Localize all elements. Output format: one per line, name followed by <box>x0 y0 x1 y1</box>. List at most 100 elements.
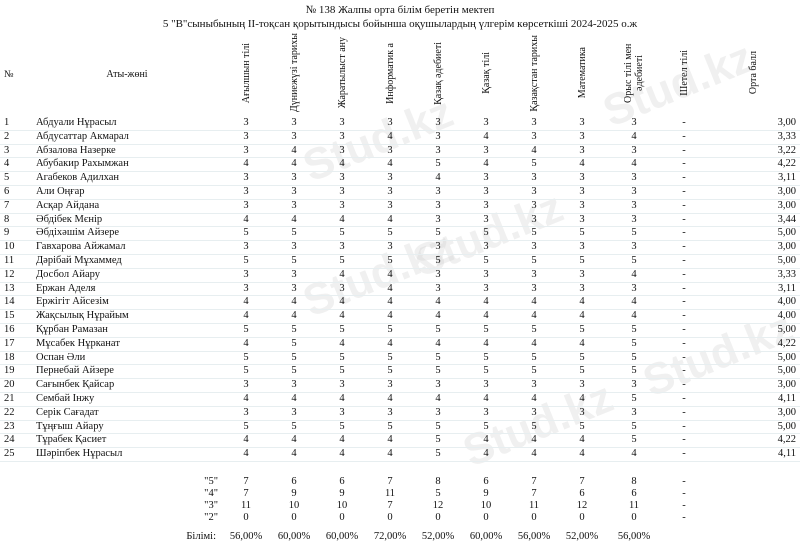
average-score: 3,44 <box>777 213 796 225</box>
student-row: 22 Серік Сағадат 3 3 3 3 3 3 3 3 3 - 3,00 <box>0 406 800 421</box>
summary-spacer <box>0 476 32 488</box>
grade-cell: 5 <box>243 365 249 377</box>
header-row: № Аты-жөні Ағылшын тілі Дүниежүзі тарихы… <box>0 32 800 117</box>
grade-cell: 4 <box>387 268 393 280</box>
row-number: 20 <box>4 379 15 391</box>
grade-cell: 3 <box>339 144 345 156</box>
grade-cell: 4 <box>531 337 537 349</box>
bilimi-percent: 56,00% <box>229 530 263 542</box>
row-number: 13 <box>4 282 15 294</box>
grade-cell: 5 <box>579 365 585 377</box>
grade-cell: 4 <box>339 337 345 349</box>
grade-cell: 4 <box>243 158 249 170</box>
grade-cell: 3 <box>435 199 441 211</box>
average-score: 5,00 <box>777 323 796 335</box>
summary-label: "3" <box>204 499 218 511</box>
grade-cell: 3 <box>435 379 441 391</box>
row-number: 16 <box>4 323 15 335</box>
col-header-subject: Жаратылыст ану <box>336 37 348 109</box>
student-row: 5 Агабеков Адилхан 3 3 3 3 4 3 3 3 3 - 3,11 <box>0 172 800 186</box>
student-row: 12 Досбол Айару 3 3 4 4 3 3 3 3 4 - 3,33 <box>0 268 800 283</box>
bilimi-spacer <box>662 530 706 543</box>
grade-cell: 5 <box>531 323 537 335</box>
grade-cell: 4 <box>579 448 585 460</box>
row-number: 14 <box>4 296 15 308</box>
grade-cell: 5 <box>531 254 537 266</box>
summary-count: - <box>682 487 686 499</box>
grade-cell: 4 <box>531 296 537 308</box>
grade-cell: 5 <box>631 323 637 335</box>
summary-row: "2" 0 0 0 0 0 0 0 0 0 - <box>0 512 800 524</box>
summary-spacer <box>706 512 800 524</box>
average-score: 3,33 <box>777 130 796 142</box>
col-header-subject: Шетел тілі <box>678 50 690 96</box>
grade-cell: 5 <box>483 227 489 239</box>
summary-rows: "5" 7 6 6 7 8 6 7 7 8- "4" 7 9 9 11 5 9 7 6 6- "3" 11 10 10 7 12 1… <box>0 476 800 524</box>
grade-cell: 4 <box>387 282 393 294</box>
grade-cell: 3 <box>483 406 489 418</box>
grade-cell: 5 <box>579 323 585 335</box>
grade-cell: - <box>682 392 686 404</box>
average-score: 5,00 <box>777 420 796 432</box>
grade-cell: 5 <box>387 351 393 363</box>
grade-cell: 3 <box>243 130 249 142</box>
row-number: 24 <box>4 434 15 446</box>
grade-cell: 3 <box>579 379 585 391</box>
student-row: 20 Сағынбек Қайсар 3 3 3 3 3 3 3 3 3 - 3,00 <box>0 379 800 393</box>
grade-cell: 3 <box>631 213 637 225</box>
summary-count: 0 <box>631 511 637 523</box>
grade-cell: 3 <box>483 117 489 128</box>
grade-cell: 3 <box>387 172 393 184</box>
summary-count: 0 <box>483 511 489 523</box>
grade-cell: - <box>682 130 686 142</box>
grade-cell: 3 <box>387 144 393 156</box>
grade-cell: 3 <box>243 144 249 156</box>
grade-cell: 3 <box>435 185 441 197</box>
grade-cell: 5 <box>631 351 637 363</box>
grade-cell: 4 <box>579 337 585 349</box>
student-row: 16 Құрбан Рамазан 5 5 5 5 5 5 5 5 5 - 5,00 <box>0 323 800 338</box>
summary-count: 10 <box>480 499 492 511</box>
summary-count: 0 <box>387 511 393 523</box>
average-score: 3,11 <box>778 172 796 184</box>
grade-cell: 3 <box>531 379 537 391</box>
grade-cell: 4 <box>387 158 393 170</box>
grade-cell: 4 <box>579 310 585 322</box>
grade-cell: - <box>682 282 686 294</box>
summary-count: 11 <box>240 499 252 511</box>
grade-cell: 5 <box>387 365 393 377</box>
summary-count: 0 <box>339 511 345 523</box>
student-name: Досбол Айару <box>36 268 101 280</box>
grade-cell: - <box>682 420 686 432</box>
grade-cell: 4 <box>483 296 489 308</box>
summary-spacer <box>706 500 800 512</box>
grade-cell: 5 <box>631 420 637 432</box>
grade-cell: 4 <box>579 434 585 446</box>
grade-cell: 4 <box>387 434 393 446</box>
grade-cell: 3 <box>483 199 489 211</box>
average-score: 4,00 <box>777 310 796 322</box>
row-number: 5 <box>4 172 10 184</box>
grade-cell: - <box>682 337 686 349</box>
grade-cell: 3 <box>243 241 249 253</box>
grade-cell: 3 <box>483 282 489 294</box>
summary-spacer <box>0 500 32 512</box>
grade-cell: 4 <box>387 130 393 142</box>
grade-cell: 3 <box>579 268 585 280</box>
grade-cell: 5 <box>387 420 393 432</box>
row-number: 17 <box>4 337 15 349</box>
student-name: Дәрібай Мұхаммед <box>36 254 122 266</box>
grade-cell: 3 <box>435 144 441 156</box>
grade-cell: 3 <box>435 241 441 253</box>
grade-cell: 3 <box>531 213 537 225</box>
grade-cell: 4 <box>579 392 585 404</box>
student-row: 10 Гавхарова Айжамал 3 3 3 3 3 3 3 3 3 - 3,00 <box>0 241 800 255</box>
grade-cell: 3 <box>579 199 585 211</box>
summary-count: 0 <box>243 511 249 523</box>
row-number: 10 <box>4 241 15 253</box>
grade-cell: 3 <box>531 117 537 128</box>
student-rows: 1 Абдуали Нұрасыл 3 3 3 3 3 3 3 3 3 - 3,00 2 Абдусатта… <box>0 117 800 462</box>
grade-cell: 4 <box>483 158 489 170</box>
grade-cell: 5 <box>435 351 441 363</box>
grade-cell: 4 <box>339 158 345 170</box>
